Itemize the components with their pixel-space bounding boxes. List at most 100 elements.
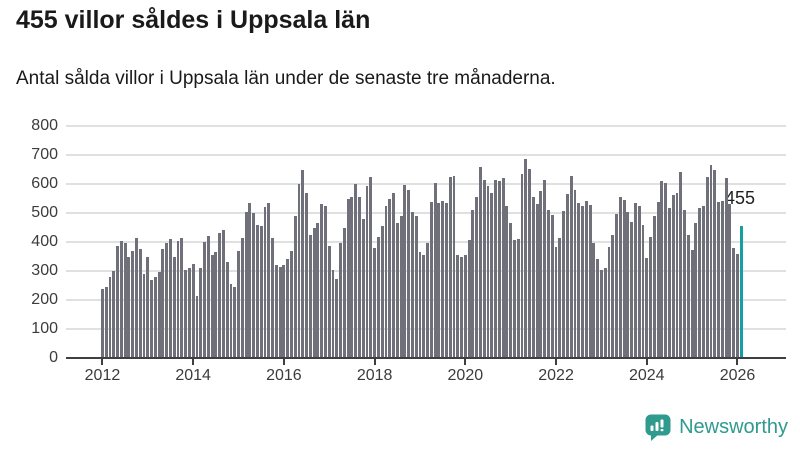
chart-subtitle: Antal sålda villor i Uppsala län under d… [16,68,556,89]
bar [267,202,271,358]
bar [471,210,475,358]
bar [286,259,290,358]
bar [497,180,501,358]
bar [342,228,346,358]
bar [490,193,494,358]
grid-line [66,241,786,243]
bar [369,176,373,358]
bar [565,194,569,358]
bar [388,198,392,358]
bar [664,183,668,358]
bar [240,237,244,358]
bar [354,184,358,358]
bar [649,236,652,358]
bar [218,233,222,358]
y-tick-label: 500 [31,204,58,221]
bar [633,202,637,358]
bar [444,203,448,358]
bar [169,239,172,358]
bar [463,255,467,358]
bar [150,279,154,358]
bar [221,230,225,358]
bar [346,198,350,358]
bar [717,201,721,358]
x-tick-label: 2026 [719,367,756,384]
bar [331,270,335,358]
bar [482,180,486,358]
bar [407,189,411,358]
bar [539,190,543,358]
bar [195,295,199,358]
bar [414,215,418,358]
bar [603,268,607,358]
bar [203,242,206,358]
bar [562,210,566,358]
bar [581,205,584,358]
bar [577,202,581,358]
bar [584,201,588,358]
y-tick-label: 100 [31,320,58,337]
x-tick-label: 2016 [266,367,302,384]
newsworthy-logo: Newsworthy [644,413,788,442]
bar [558,237,562,358]
bar [618,197,622,358]
bar [384,206,388,358]
bar [135,237,138,358]
bar [290,250,293,358]
bar [138,249,142,358]
bar [206,236,210,358]
bar [418,252,422,358]
bar [429,201,433,358]
grid-line [66,212,786,214]
bar [467,239,471,358]
bar [376,236,380,358]
bar [660,180,664,358]
newsworthy-logo-text: Newsworthy [679,416,788,438]
bar [225,262,229,358]
bar [550,215,554,358]
bar [131,250,135,358]
bar [392,192,395,358]
bar [161,249,165,358]
y-tick-label: 300 [31,262,58,279]
bar [146,256,150,358]
bar [630,221,634,358]
bar [622,199,626,358]
bar [433,182,437,358]
bar [301,169,305,358]
bar [244,211,248,358]
bar [373,248,377,358]
chart-title: 455 villor såldes i Uppsala län [16,6,371,34]
bar [399,215,403,358]
bar [104,286,108,358]
bar [248,202,252,358]
bar [180,237,184,358]
bar [713,170,717,358]
x-tick-mark [464,359,467,365]
bar [255,224,259,358]
x-tick-mark [736,359,739,365]
bar [543,179,547,358]
bar [513,239,516,358]
bar [191,263,195,358]
x-tick-label: 2012 [84,367,121,384]
bar [308,234,312,358]
grid-line [66,183,786,185]
bar [165,243,169,358]
newsworthy-logo-icon [645,414,671,441]
bar [259,226,263,358]
x-tick-mark [555,359,558,365]
bar [456,255,460,358]
x-tick-label: 2022 [538,367,574,384]
bar [214,252,218,358]
bar [101,288,104,358]
bar [637,206,641,358]
bar [626,211,630,358]
bar [501,178,505,358]
bar [324,205,327,358]
bar [671,194,675,358]
highlight-bar [739,226,743,358]
bar [176,240,180,358]
